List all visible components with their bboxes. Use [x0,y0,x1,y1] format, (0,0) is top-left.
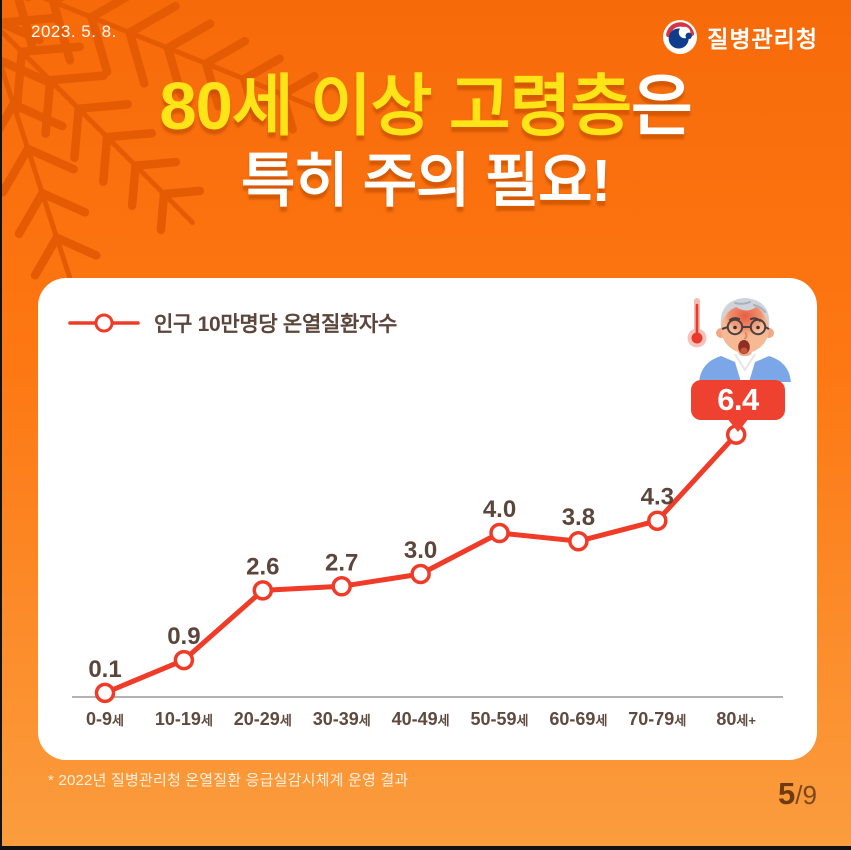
svg-text:20-29세: 20-29세 [234,709,292,729]
page-current: 5 [778,776,796,811]
date-label: 2023. 5. 8. [31,22,117,41]
source-footnote: * 2022년 질병관리청 온열질환 응급실감시체계 운영 결과 [48,772,409,789]
svg-text:50-59세: 50-59세 [470,709,528,729]
svg-text:10-19세: 10-19세 [155,709,213,729]
svg-text:4.0: 4.0 [483,496,516,523]
svg-text:4.3: 4.3 [641,484,674,511]
agency-name: 질병관리청 [707,26,818,52]
svg-text:70-79세: 70-79세 [628,709,686,729]
page-total: 9 [802,780,817,810]
svg-text:0-9세: 0-9세 [86,709,124,729]
svg-text:3.8: 3.8 [562,504,595,531]
line-chart: 0.1 0-9세 0.9 10-19세 2.6 20-29세 2.7 30-39세 3.0 40-… [72,424,783,729]
highlight-value: 6.4 [717,382,759,417]
svg-text:60-69세: 60-69세 [549,709,607,729]
title-line1-highlight: 80세 이상 고령층 [159,69,632,144]
svg-text:2.7: 2.7 [325,549,358,576]
elderly-man-figure: 6.4 [678,292,838,442]
svg-text:0.9: 0.9 [167,623,200,650]
chart-legend: 인구 10만명당 온열질환자수 [68,308,397,338]
agency-branding: 질병관리청 [663,20,818,54]
chart-card: 0.1 0-9세 0.9 10-19세 2.6 20-29세 2.7 30-39세 3.0 40-… [38,278,817,760]
svg-text:40-49세: 40-49세 [392,709,450,729]
elderly-man-thermometer-icon [687,298,791,382]
legend-line-marker-icon [68,313,140,333]
svg-text:30-39세: 30-39세 [313,709,371,729]
badge-pointer-tail [727,418,749,432]
svg-text:2.6: 2.6 [246,553,279,580]
title-line2: 특히 주의 필요! [240,147,611,214]
page-title: 80세 이상 고령층은 특히 주의 필요! [0,72,851,212]
svg-text:0.1: 0.1 [88,656,121,683]
kdca-taegeuk-logo-icon [663,20,698,54]
title-line1: 80세 이상 고령층은 [0,72,851,142]
legend-label: 인구 10만명당 온열질환자수 [154,313,398,336]
bottom-edge-strip [0,846,851,850]
left-edge-strip [0,0,2,850]
svg-text:80세+: 80세+ [716,709,756,729]
highlight-value-badge: 6.4 [691,380,785,432]
title-line1-rest: 은 [630,69,693,144]
page-separator: / [795,780,803,810]
svg-text:3.0: 3.0 [404,537,437,564]
page-indicator: 5/9 [778,776,817,812]
